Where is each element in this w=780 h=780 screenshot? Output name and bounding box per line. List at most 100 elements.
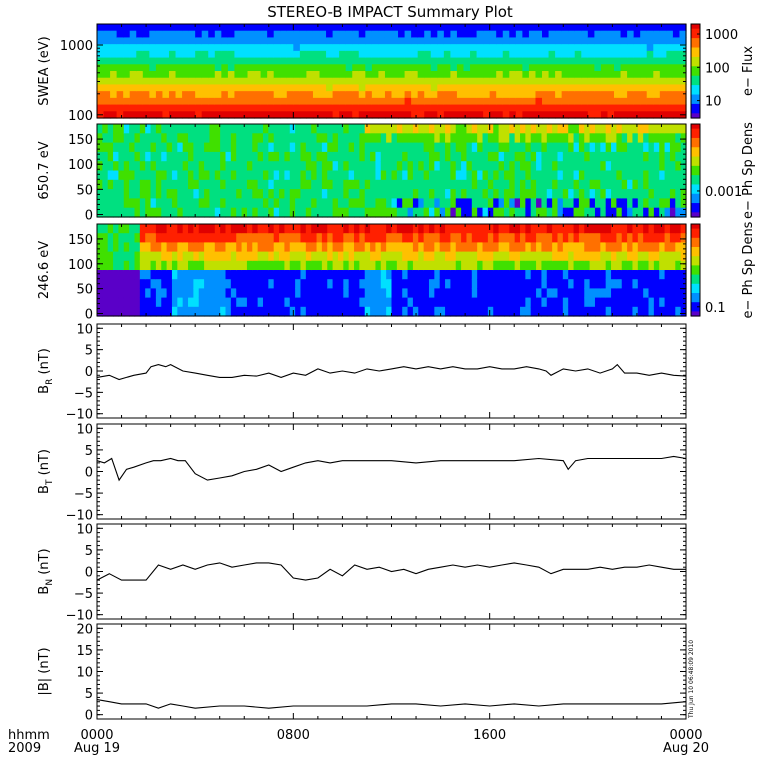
heatmap-cell	[659, 179, 666, 190]
heatmap-cell	[548, 37, 556, 45]
heatmap-cell	[653, 279, 660, 289]
heatmap-cell	[370, 288, 377, 299]
heatmap-cell	[230, 306, 237, 317]
heatmap-cell	[578, 142, 585, 153]
heatmap-cell	[659, 242, 666, 253]
heatmap-cell	[214, 97, 222, 106]
heatmap-cell	[430, 50, 438, 59]
heatmap-cell	[227, 30, 236, 39]
heatmap-cell	[284, 142, 291, 153]
heatmap-cell	[466, 198, 473, 209]
heatmap-cell	[455, 224, 462, 234]
heatmap-cell	[498, 198, 505, 209]
heatmap-cell	[542, 84, 550, 92]
heatmap-cell	[386, 161, 393, 172]
heatmap-cell	[430, 84, 438, 92]
heatmap-cell	[166, 251, 173, 262]
heatmap-cell	[493, 297, 500, 308]
heatmap-cell	[214, 179, 221, 190]
heatmap-cell	[225, 207, 232, 218]
heatmap-cell	[643, 189, 650, 199]
heatmap-cell	[123, 44, 131, 52]
heatmap-cell	[611, 207, 617, 218]
heatmap-cell	[155, 242, 162, 253]
heatmap-cell	[300, 161, 307, 172]
heatmap-cell	[581, 30, 589, 39]
heatmap-cell	[364, 224, 371, 234]
heatmap-cell	[254, 91, 262, 99]
heatmap-cell	[412, 279, 419, 289]
heatmap-cell	[581, 50, 589, 59]
heatmap-cell	[319, 97, 327, 106]
heatmap-cell	[584, 251, 591, 262]
heatmap-cell	[648, 233, 655, 243]
heatmap-cell	[514, 306, 521, 317]
heatmap-cell	[134, 161, 141, 172]
heatmap-cell	[198, 288, 205, 299]
heatmap-cell	[594, 37, 602, 45]
heatmap-cell	[555, 24, 563, 32]
heatmap-cell	[225, 161, 232, 172]
heatmap-cell	[384, 97, 393, 106]
heatmap-cell	[542, 44, 550, 52]
heatmap-cell	[659, 161, 666, 172]
heatmap-cell	[653, 71, 661, 79]
heatmap-cell	[471, 297, 478, 308]
heatmap-cell	[412, 161, 419, 172]
heatmap-cell	[483, 37, 491, 45]
heatmap-cell	[332, 251, 339, 262]
heatmap-cell	[646, 84, 654, 92]
heatmap-cell	[443, 111, 451, 119]
heatmap-cell	[555, 44, 563, 52]
heatmap-cell	[445, 133, 451, 144]
heatmap-cell	[568, 251, 575, 262]
heatmap-cell	[680, 233, 687, 243]
heatmap-cell	[666, 37, 674, 45]
heatmap-cell	[487, 207, 494, 218]
heatmap-cell	[195, 24, 203, 32]
heatmap-cell	[659, 50, 667, 59]
heatmap-cell	[589, 297, 596, 308]
heatmap-cell	[581, 91, 589, 99]
heatmap-cell	[116, 64, 124, 72]
heatmap-cell	[378, 71, 386, 79]
heatmap-cell	[293, 111, 301, 119]
heatmap-cell	[411, 50, 419, 59]
heatmap-cell	[299, 50, 308, 59]
heatmap-cell	[664, 288, 671, 299]
heatmap-cell	[195, 111, 203, 119]
heatmap-cell	[404, 71, 412, 79]
heatmap-cell	[509, 97, 517, 106]
heatmap-cell	[220, 170, 227, 181]
heatmap-cell	[198, 233, 205, 243]
heatmap-cell	[306, 44, 314, 52]
heatmap-cell	[188, 279, 194, 289]
heatmap-cell	[487, 224, 494, 234]
heatmap-cell	[273, 104, 281, 112]
heatmap-cell	[247, 71, 255, 79]
heatmap-cell	[445, 270, 451, 280]
heatmap-cell	[463, 30, 471, 39]
heatmap-cell	[214, 142, 221, 153]
heatmap-cell	[326, 57, 334, 65]
heatmap-cell	[470, 97, 478, 106]
heatmap-cell	[461, 270, 468, 280]
heatmap-cell	[611, 306, 617, 317]
heatmap-cell	[311, 233, 318, 243]
heatmap-cell	[646, 71, 654, 79]
heatmap-cell	[463, 77, 471, 86]
heatmap-cell	[198, 297, 205, 308]
heatmap-cell	[643, 306, 650, 317]
heatmap-cell	[653, 111, 661, 119]
heatmap-cell	[546, 224, 553, 234]
heatmap-cell	[279, 124, 285, 134]
heatmap-cell	[188, 71, 196, 79]
heatmap-cell	[107, 151, 114, 162]
heatmap-cell	[254, 44, 262, 52]
heatmap-cell	[241, 133, 248, 144]
heatmap-cell	[520, 288, 526, 299]
heatmap-cell	[257, 270, 264, 280]
heatmap-cell	[364, 124, 371, 134]
heatmap-cell	[311, 224, 318, 234]
heatmap-cell	[632, 179, 639, 190]
